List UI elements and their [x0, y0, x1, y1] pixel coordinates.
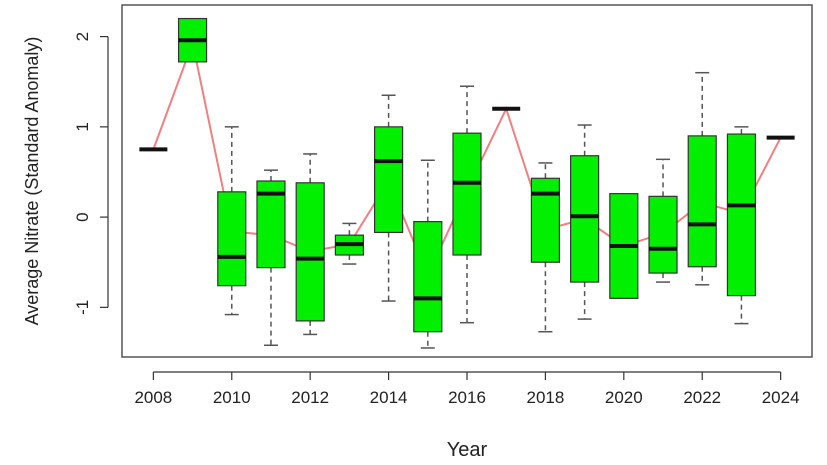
box-2011 [256, 169, 286, 347]
y-tick-label-2: 2 [73, 32, 92, 41]
x-tick-label-2018: 2018 [526, 388, 564, 407]
box-2009 [177, 17, 208, 63]
box-iqr [295, 182, 325, 322]
y-tick-label-0: 0 [73, 212, 92, 221]
x-tick-label-2010: 2010 [213, 388, 251, 407]
x-tick-label-2014: 2014 [370, 388, 408, 407]
box-iqr [373, 126, 404, 234]
box-2014 [373, 94, 404, 302]
box-iqr [530, 177, 561, 263]
box-iqr [570, 155, 600, 283]
box-2022 [687, 71, 717, 286]
box-2016 [452, 85, 482, 324]
x-tick-label-2016: 2016 [448, 388, 486, 407]
box-2015 [413, 159, 443, 349]
box-iqr [452, 132, 482, 256]
box-iqr [687, 135, 717, 268]
y-tick-label-1: 1 [73, 122, 92, 131]
box-2012 [295, 153, 325, 336]
box-2021 [648, 158, 678, 283]
x-tick-label-2020: 2020 [605, 388, 643, 407]
box-2020 [609, 193, 639, 299]
y-axis-label: Average Nitrate (Standard Anomaly) [22, 37, 42, 326]
x-tick-label-2012: 2012 [291, 388, 329, 407]
box-2010 [217, 126, 247, 316]
axes-layer: 2008 2010 2012 2014 2016 2018 2020 2022 2024 -1 0 1… [73, 32, 800, 407]
box-iqr [726, 133, 757, 297]
plot-frame [121, 4, 813, 358]
box-2019 [570, 124, 600, 320]
box-2018 [530, 162, 561, 333]
box-iqr [413, 221, 443, 333]
x-tick-label-2008: 2008 [134, 388, 172, 407]
box-2023 [726, 126, 757, 325]
y-tick-label--1: -1 [73, 300, 92, 315]
x-axis-label: Year [447, 439, 488, 461]
box-layer [139, 17, 795, 349]
x-tick-label-2022: 2022 [683, 388, 721, 407]
box-iqr [648, 195, 678, 274]
box-iqr [217, 191, 247, 287]
x-tick-label-2024: 2024 [762, 388, 800, 407]
box-2013 [334, 222, 364, 265]
